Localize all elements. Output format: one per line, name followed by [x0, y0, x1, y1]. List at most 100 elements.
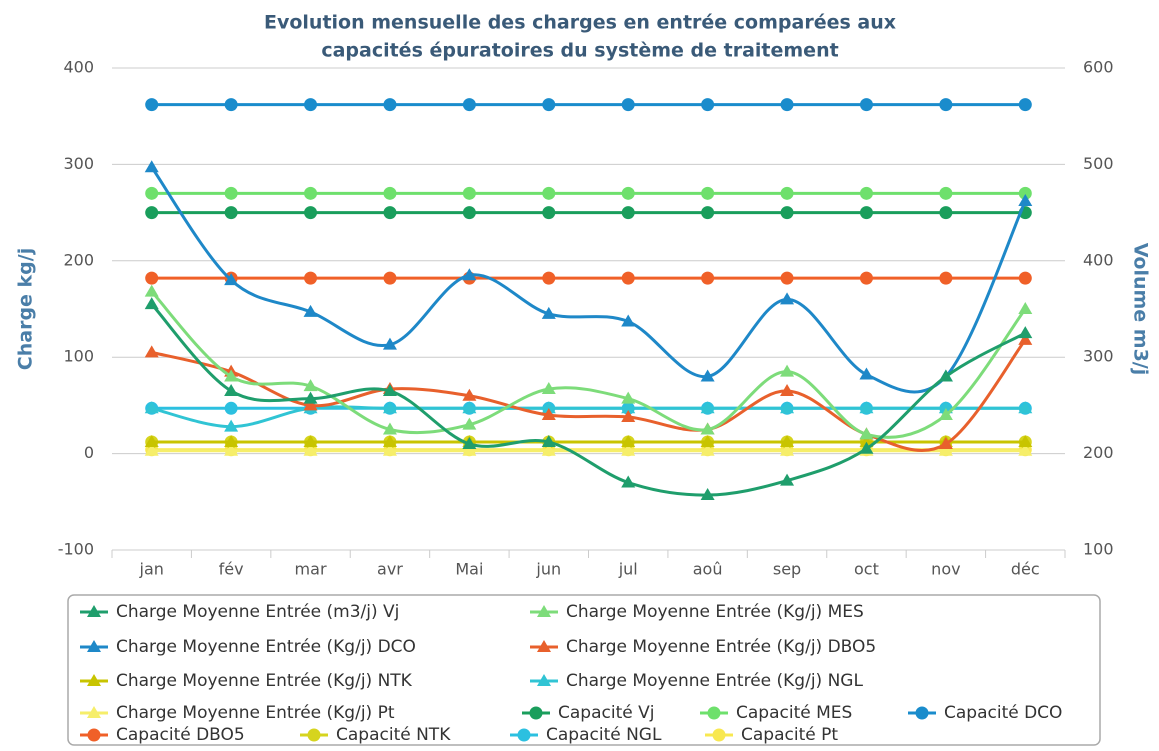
data-point — [224, 383, 239, 396]
x-tick-label: jan — [139, 560, 164, 579]
data-point — [383, 206, 397, 220]
data-point — [938, 443, 953, 456]
data-point — [382, 401, 397, 414]
chart-title: capacités épuratoires du système de trai… — [321, 40, 838, 62]
data-point — [144, 443, 159, 456]
data-point — [700, 435, 715, 448]
data-point — [145, 206, 159, 220]
legend-marker — [915, 706, 929, 720]
legend-marker — [87, 640, 101, 652]
data-point — [382, 422, 397, 435]
data-point — [859, 186, 873, 200]
data-point — [701, 206, 715, 220]
data-point — [939, 271, 953, 285]
data-point — [303, 391, 318, 404]
legend-label: Capacité Vj — [558, 703, 654, 723]
data-point — [780, 292, 795, 305]
x-tick-label: Mai — [455, 560, 483, 579]
data-point — [462, 417, 477, 430]
data-point — [1018, 271, 1032, 285]
data-point — [462, 436, 477, 449]
data-point — [780, 383, 795, 396]
data-point — [145, 98, 159, 112]
data-point — [859, 441, 874, 454]
series-line — [151, 405, 1026, 429]
y2-tick-label: 600 — [1083, 58, 1114, 77]
data-point — [145, 186, 159, 200]
data-point — [144, 401, 159, 414]
data-point — [780, 435, 795, 448]
data-point — [541, 306, 556, 319]
y-tick-label: 300 — [63, 154, 94, 173]
data-point — [144, 284, 159, 297]
y-axis-title: Charge kg/j — [15, 248, 37, 370]
legend-marker — [87, 728, 101, 742]
data-point — [859, 367, 874, 380]
y2-tick-label: 400 — [1083, 250, 1114, 269]
data-point — [700, 422, 715, 435]
data-point — [542, 186, 556, 200]
legend-label: Capacité Pt — [741, 725, 838, 745]
data-point — [1018, 194, 1033, 207]
x-tick-label: fév — [219, 560, 244, 579]
y-tick-label: 0 — [84, 443, 94, 462]
x-tick-label: jul — [618, 560, 638, 579]
data-point — [462, 98, 476, 112]
data-point — [1018, 302, 1033, 314]
data-point — [303, 435, 318, 448]
data-point — [224, 435, 239, 448]
data-point — [382, 337, 397, 350]
data-point — [541, 435, 556, 448]
data-point — [382, 435, 397, 448]
y2-axis-title: Volume m3/j — [1130, 243, 1152, 376]
data-point — [542, 271, 556, 285]
data-point — [224, 273, 239, 286]
legend-marker — [537, 674, 551, 686]
data-point — [224, 443, 239, 456]
data-point — [700, 369, 715, 382]
data-point — [859, 206, 873, 220]
data-point — [304, 206, 318, 220]
data-point — [383, 186, 397, 200]
data-point — [462, 268, 477, 281]
data-point — [780, 401, 795, 414]
data-point — [303, 398, 318, 411]
legend-label: Capacité DCO — [944, 703, 1062, 723]
data-point — [859, 271, 873, 285]
data-point — [780, 443, 795, 456]
data-point — [621, 98, 635, 112]
x-tick-label: sep — [773, 560, 801, 579]
data-point — [304, 271, 318, 285]
x-tick-label: avr — [377, 560, 403, 579]
data-point — [1018, 326, 1033, 339]
data-point — [621, 314, 636, 327]
legend-label: Capacité DBO5 — [116, 725, 245, 745]
series-line — [150, 303, 1027, 497]
data-point — [701, 186, 715, 200]
legend-marker — [87, 674, 101, 686]
data-point — [621, 435, 636, 448]
y-tick-label: 100 — [63, 347, 94, 366]
data-point — [859, 435, 874, 448]
y-tick-label: 400 — [63, 58, 94, 77]
data-point — [144, 435, 159, 448]
data-point — [621, 391, 636, 404]
data-point — [938, 369, 953, 382]
legend-label: Capacité NGL — [546, 725, 662, 745]
y2-tick-label: 300 — [1083, 347, 1114, 366]
chart-title: Evolution mensuelle des charges en entré… — [264, 12, 896, 34]
data-point — [621, 475, 636, 488]
legend-label: Capacité NTK — [336, 725, 451, 745]
x-tick-label: déc — [1011, 560, 1040, 579]
data-point — [1018, 401, 1033, 414]
data-point — [144, 297, 159, 310]
data-point — [701, 98, 715, 112]
x-tick-label: jun — [535, 560, 561, 579]
data-point — [938, 408, 953, 421]
data-point — [621, 271, 635, 285]
legend-label: Charge Moyenne Entrée (Kg/j) DCO — [116, 637, 416, 657]
data-point — [304, 98, 318, 112]
data-point — [303, 379, 318, 392]
data-point — [700, 488, 715, 501]
